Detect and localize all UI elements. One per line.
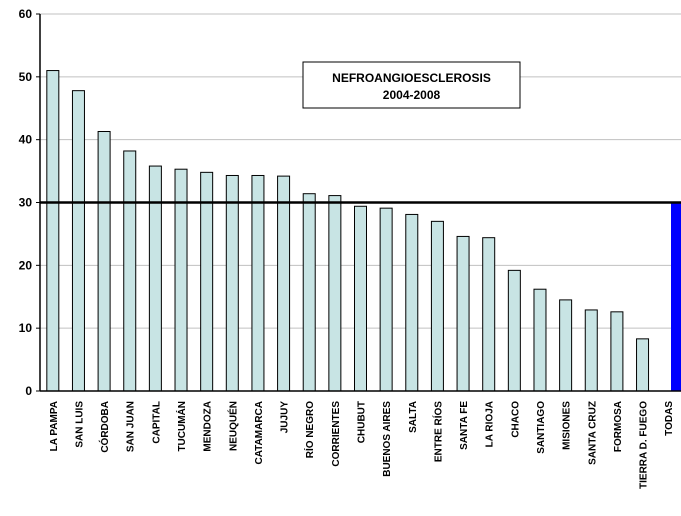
title-box-frame	[302, 61, 521, 109]
x-tick-label: CHUBUT	[357, 401, 368, 443]
x-tick-label: MISIONES	[562, 401, 573, 450]
bar	[277, 175, 291, 392]
x-tick-label: TODAS	[664, 401, 675, 436]
bar	[405, 213, 419, 392]
bar	[610, 311, 624, 392]
bar	[328, 195, 342, 392]
bar	[97, 130, 111, 392]
x-tick-label: JUJUY	[280, 401, 291, 434]
x-tick-label: CÓRDOBA	[98, 401, 111, 453]
bar	[200, 171, 214, 392]
x-tick-label: CORRIENTES	[331, 401, 342, 467]
x-tick-label: FORMOSA	[613, 401, 624, 452]
bars	[46, 70, 681, 392]
x-tick-label: RÍO NEGRO	[303, 401, 316, 458]
bar	[123, 150, 137, 392]
bar	[251, 174, 265, 392]
bar	[584, 309, 598, 392]
bar	[148, 165, 162, 392]
bar	[507, 269, 521, 392]
x-tick-label: SANTA FE	[459, 401, 470, 450]
y-tick-label: 20	[19, 258, 33, 272]
x-tick-label: SANTIAGO	[536, 401, 547, 454]
bar	[46, 70, 60, 392]
bar	[430, 220, 444, 392]
x-tick-label: CATAMARCA	[254, 401, 265, 465]
x-tick-label: MENDOZA	[203, 401, 214, 452]
x-tick-label: CAPITAL	[151, 401, 162, 444]
x-tick-label: SAN LUIS	[74, 401, 85, 448]
bar	[456, 235, 470, 392]
x-tick-label: TIERRA D. FUEGO	[639, 401, 650, 489]
bar	[71, 90, 85, 392]
x-tick-label: LA PAMPA	[49, 401, 60, 451]
bar	[559, 299, 573, 392]
x-tick-label: NEUQUÉN	[226, 401, 239, 451]
x-tick-label: LA RIOJA	[485, 401, 496, 447]
bar	[636, 338, 650, 392]
y-tick-label: 30	[19, 196, 33, 210]
y-tick-label: 40	[19, 133, 33, 147]
x-tick-label: SANTA CRUZ	[587, 401, 598, 465]
x-tick-label: CHACO	[510, 401, 521, 438]
y-tick-label: 0	[25, 384, 32, 398]
bar	[671, 201, 681, 391]
x-tick-label: SAN JUAN	[126, 401, 137, 452]
x-tick-label: BUENOS AIRES	[382, 401, 393, 477]
chart-subtitle: 2004-2008	[383, 88, 441, 102]
x-tick-label: TUCUMÁN	[175, 401, 188, 452]
bar	[354, 205, 367, 392]
x-tick-labels: LA PAMPA SAN LUIS CÓRDOBA SAN JUAN CAPITAL TU…	[49, 401, 675, 489]
x-tick-label: ENTRE RÍOS	[431, 401, 444, 462]
x-tick-label: SALTA	[408, 401, 419, 433]
title-box: NEFROANGIOESCLEROSIS 2004-2008	[302, 61, 521, 109]
bar	[533, 288, 547, 392]
y-tick-label: 10	[19, 321, 33, 335]
chart-title: NEFROANGIOESCLEROSIS	[332, 71, 491, 85]
bar	[225, 174, 239, 392]
bar	[379, 207, 393, 392]
bar	[482, 237, 496, 392]
y-tick-labels: 0 10 20 30 40 50 60	[19, 7, 40, 398]
y-tick-label: 50	[19, 70, 33, 84]
bar	[302, 193, 316, 392]
y-tick-label: 60	[19, 7, 33, 21]
